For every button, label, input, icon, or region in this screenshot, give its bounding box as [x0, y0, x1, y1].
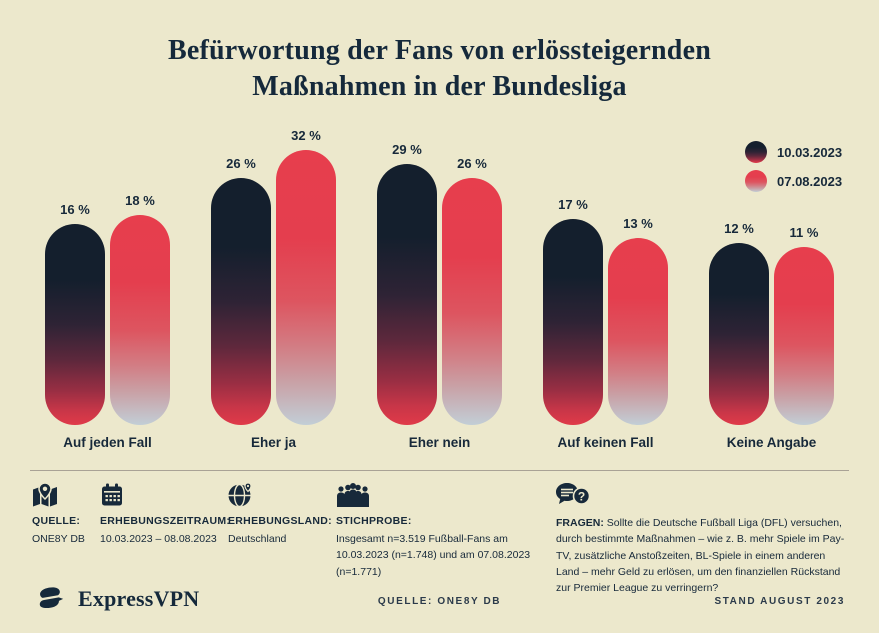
- category-label: Eher nein: [408, 435, 471, 450]
- bar-value-label: 32 %: [291, 128, 321, 143]
- chart-title-line2: Maßnahmen in der Bundesliga: [252, 70, 627, 102]
- bar-group: 17 % 13 % Auf keinen Fall: [543, 123, 668, 450]
- footer-label: STICHPROBE:: [336, 515, 412, 527]
- bar-column: 26 %: [211, 123, 271, 425]
- speech-question-icon: ?: [556, 483, 850, 507]
- bar-pair: 26 % 32 %: [211, 123, 336, 425]
- bar-group: 16 % 18 % Auf jeden Fall: [45, 123, 170, 450]
- bar-10.03.2023: [709, 242, 769, 425]
- map-pin-icon: [32, 483, 98, 507]
- legend-label: 07.08.2023: [777, 173, 843, 189]
- legend-swatch-red: [745, 170, 767, 192]
- bar-column: 13 %: [608, 123, 668, 425]
- brand-name: ExpressVPN: [78, 586, 200, 611]
- divider-line: [30, 470, 849, 471]
- bar-column: 12 %: [709, 123, 769, 425]
- bar-column: 17 %: [543, 123, 603, 425]
- bar-chart: 16 % 18 % Auf jeden Fall 26 % 32 % Eher ja 29 …: [45, 123, 834, 450]
- legend-item-march: 10.03.2023: [745, 141, 842, 163]
- bar-07.08.2023: [442, 177, 502, 425]
- category-label: Keine Angabe: [726, 435, 817, 450]
- footer-label: ERHEBUNGSLAND:: [228, 515, 332, 527]
- footer-question-text: Sollte die Deutsche Fußball Liga (DFL) v…: [556, 517, 845, 595]
- footer-text: ONE8Y DB: [32, 533, 85, 545]
- footer-label: ERHEBUNGSZEITRAUM:: [100, 515, 231, 527]
- bar-column: 11 %: [774, 123, 834, 425]
- footer-section-land: ERHEBUNGSLAND: Deutschland: [228, 483, 334, 547]
- bar-value-label: 26 %: [226, 155, 256, 171]
- legend-item-august: 07.08.2023: [745, 170, 842, 192]
- footer-text: Insgesamt n=3.519 Fußball-Fans am 10.03.…: [336, 533, 531, 578]
- footer-text: Deutschland: [228, 533, 287, 545]
- category-label: Eher ja: [250, 435, 297, 450]
- bar-value-label: 13 %: [623, 215, 653, 231]
- footer-text: 10.03.2023 – 08.08.2023: [100, 533, 217, 545]
- footer-section-stichprobe: STICHPROBE: Insgesamt n=3.519 Fußball-Fa…: [336, 483, 551, 580]
- globe-icon: [228, 483, 334, 507]
- bar-07.08.2023: [608, 237, 668, 425]
- footer-section-zeitraum: ERHEBUNGSZEITRAUM: 10.03.2023 – 08.08.20…: [100, 483, 231, 547]
- bar-column: 16 %: [45, 123, 105, 425]
- bar-value-label: 12 %: [724, 220, 754, 236]
- legend-label: 10.03.2023: [777, 144, 843, 160]
- footer-text: FRAGEN: Sollte die Deutsche Fußball Liga…: [556, 515, 850, 596]
- svg-text:?: ?: [578, 490, 585, 504]
- bar-07.08.2023: [774, 247, 834, 425]
- footer-section-fragen: ? FRAGEN: Sollte die Deutsche Fußball Li…: [556, 483, 850, 596]
- bar-column: 29 %: [377, 123, 437, 425]
- bottom-source: QUELLE: ONE8Y DB: [377, 596, 502, 607]
- bar-07.08.2023: [110, 214, 170, 425]
- bar-10.03.2023: [543, 219, 603, 425]
- expressvpn-logo-icon: [35, 583, 68, 615]
- bar-10.03.2023: [45, 224, 105, 425]
- bar-value-label: 11 %: [789, 225, 819, 241]
- bar-value-label: 16 %: [60, 202, 90, 217]
- bar-group: 29 % 26 % Eher nein: [377, 123, 502, 450]
- footer-label: FRAGEN:: [556, 517, 604, 529]
- category-label: Auf keinen Fall: [557, 435, 654, 450]
- bar-value-label: 26 %: [457, 155, 487, 171]
- bar-column: 18 %: [110, 123, 170, 425]
- legend-swatch-dark: [745, 141, 767, 163]
- footer-label: QUELLE:: [32, 515, 81, 527]
- category-label: Auf jeden Fall: [63, 435, 152, 450]
- calendar-icon: [100, 483, 226, 507]
- bar-column: 26 %: [442, 123, 502, 425]
- legend: 10.03.2023 07.08.2023: [745, 141, 842, 192]
- bar-10.03.2023: [211, 177, 271, 425]
- bar-value-label: 17 %: [558, 197, 588, 213]
- bar-07.08.2023: [276, 150, 336, 425]
- people-icon: [336, 483, 551, 507]
- chart-title: Befürwortung der Fans von erlössteigernd…: [0, 33, 879, 105]
- brand-logo: ExpressVPN: [35, 583, 199, 615]
- bar-group: 12 % 11 % Keine Angabe: [709, 123, 834, 450]
- bottom-stand: STAND AUGUST 2023: [714, 596, 845, 607]
- bar-value-label: 18 %: [125, 192, 155, 208]
- bar-pair: 29 % 26 %: [377, 123, 502, 425]
- bar-pair: 16 % 18 %: [45, 123, 170, 425]
- bar-pair: 17 % 13 %: [543, 123, 668, 425]
- bar-group: 26 % 32 % Eher ja: [211, 123, 336, 450]
- footer-section-quelle: QUELLE: ONE8Y DB: [32, 483, 98, 547]
- bar-10.03.2023: [377, 163, 437, 425]
- chart-title-line1: Befürwortung der Fans von erlössteigernd…: [168, 35, 711, 66]
- bar-column: 32 %: [276, 123, 336, 425]
- bar-pair: 12 % 11 %: [709, 123, 834, 425]
- bar-value-label: 29 %: [392, 141, 422, 157]
